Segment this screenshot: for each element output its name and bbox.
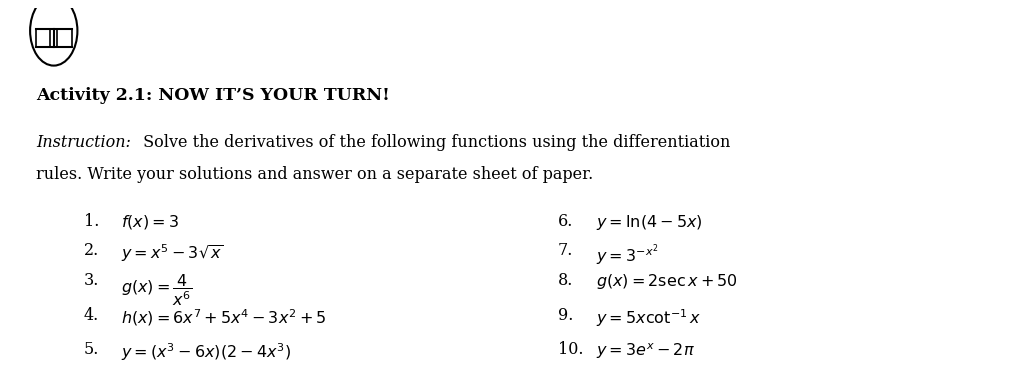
Text: 2.: 2. [84,242,99,259]
Text: $f(x) = 3$: $f(x) = 3$ [121,213,179,231]
Bar [57,29,72,48]
Text: Instruction:: Instruction: [36,134,131,151]
Text: $h(x) = 6x^7+5x^4-3x^2+5$: $h(x) = 6x^7+5x^4-3x^2+5$ [121,307,326,328]
Bar [36,29,50,48]
Text: 3.: 3. [84,272,99,289]
Text: $g(x) = 2\sec x + 50$: $g(x) = 2\sec x + 50$ [596,272,737,291]
Text: 6.: 6. [558,213,573,230]
Text: 10.: 10. [558,341,584,358]
Text: 7.: 7. [558,242,573,259]
Text: 5.: 5. [84,341,99,358]
Text: $y = x^5 - 3\sqrt{x}$: $y = x^5 - 3\sqrt{x}$ [121,242,223,264]
Text: $y = 3e^x - 2\pi$: $y = 3e^x - 2\pi$ [596,341,695,361]
Text: Solve the derivatives of the following functions using the differentiation: Solve the derivatives of the following f… [138,134,730,151]
Text: 9.: 9. [558,307,573,324]
Text: $y = \ln(4 - 5x)$: $y = \ln(4 - 5x)$ [596,213,702,232]
Text: $g(x) = \dfrac{4}{x^6}$: $g(x) = \dfrac{4}{x^6}$ [121,272,193,308]
Text: $y = (x^3 - 6x)(2 - 4x^3)$: $y = (x^3 - 6x)(2 - 4x^3)$ [121,341,291,363]
Text: rules. Write your solutions and answer on a separate sheet of paper.: rules. Write your solutions and answer o… [36,166,593,183]
Text: $y = 5x\cot^{-1}x$: $y = 5x\cot^{-1}x$ [596,307,701,329]
Text: $y = 3^{-x^2}$: $y = 3^{-x^2}$ [596,242,658,268]
Text: Activity 2.1: NOW IT’S YOUR TURN!: Activity 2.1: NOW IT’S YOUR TURN! [36,87,390,104]
Text: 1.: 1. [84,213,99,230]
Text: 4.: 4. [84,307,99,324]
Text: 8.: 8. [558,272,573,289]
